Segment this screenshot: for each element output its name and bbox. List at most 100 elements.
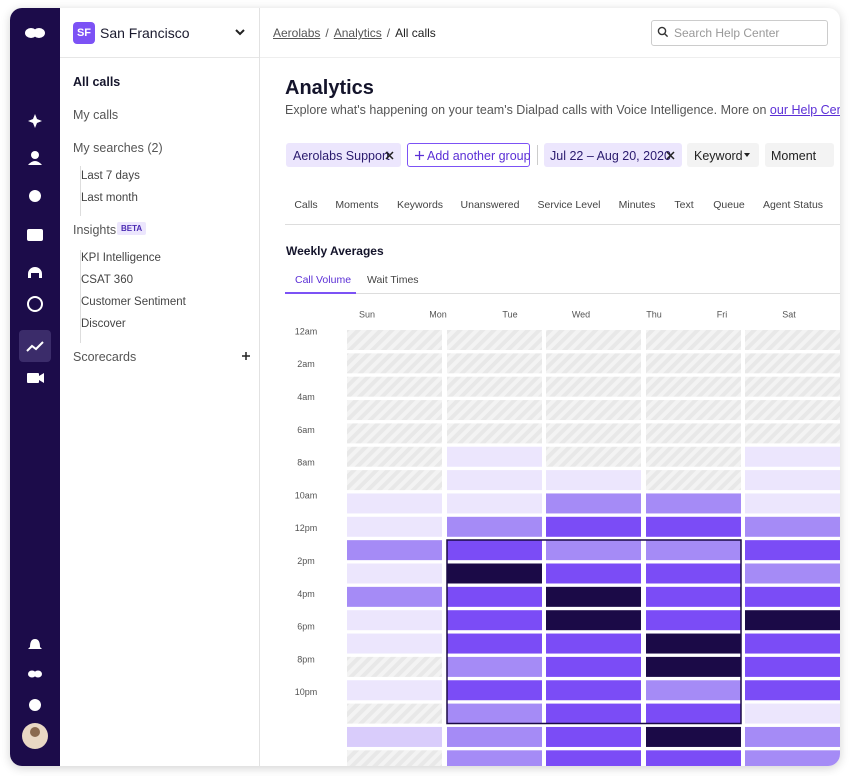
moment-dropdown[interactable]	[765, 143, 834, 167]
breadcrumb-item[interactable]: Analytics	[333, 26, 382, 40]
insights-item[interactable]: Customer Sentiment	[81, 296, 186, 308]
heat-cell	[347, 353, 442, 374]
day-label: Sun	[359, 309, 375, 319]
heat-cell	[546, 703, 641, 724]
heat-cell	[745, 446, 840, 467]
heat-cell	[745, 540, 840, 561]
breadcrumb-item[interactable]: Aerolabs	[273, 26, 321, 40]
report-tab[interactable]: Agent Status	[762, 199, 824, 211]
heat-cell	[447, 423, 542, 444]
heat-cell	[447, 610, 542, 631]
heat-cell	[546, 563, 641, 584]
heat-cell	[745, 353, 840, 374]
search-icon	[657, 26, 669, 38]
heat-cell	[347, 493, 442, 514]
heat-cell	[447, 493, 542, 514]
heat-cell	[546, 586, 641, 607]
heat-cell	[646, 400, 741, 421]
heat-cell	[646, 540, 741, 561]
subtabs-divider	[285, 293, 840, 294]
heat-cell	[745, 703, 840, 724]
heat-cell	[646, 703, 741, 724]
breadcrumb-separator: /	[325, 26, 329, 40]
searches-rule	[80, 166, 81, 216]
add-scorecard[interactable]	[241, 351, 251, 361]
heat-cell	[646, 680, 741, 701]
heat-cell	[447, 563, 542, 584]
remove-group[interactable]	[385, 151, 394, 160]
breadcrumb-separator: /	[386, 26, 391, 40]
date-chip[interactable]	[544, 143, 682, 167]
report-tab[interactable]: Keywords	[396, 199, 444, 211]
insights-item[interactable]: CSAT 360	[81, 274, 133, 286]
hour-label: 8pm	[297, 654, 315, 664]
add-group-button[interactable]	[407, 143, 530, 167]
workspace-badge: SF	[73, 22, 95, 44]
status-icon[interactable]	[28, 670, 36, 678]
heat-cell	[745, 586, 840, 607]
heat-cell	[646, 516, 741, 537]
metric-tab[interactable]: Call Volume	[295, 274, 352, 286]
nav-item[interactable]: My searches (2)	[73, 141, 163, 155]
remove-date[interactable]	[666, 151, 675, 160]
insights-label[interactable]: Insights	[73, 223, 117, 237]
video-icon[interactable]	[27, 373, 39, 383]
report-tab[interactable]: Text	[674, 199, 694, 211]
workspace-chevron[interactable]	[234, 27, 246, 37]
help-search[interactable]	[651, 20, 828, 46]
heat-cell	[745, 376, 840, 397]
heat-cell	[646, 423, 741, 444]
heat-cell	[347, 703, 442, 724]
heat-cell	[546, 633, 641, 654]
tabs-divider	[285, 224, 840, 225]
divider	[60, 57, 259, 58]
history-icon[interactable]	[27, 296, 43, 312]
report-tab[interactable]: Queue	[713, 199, 745, 211]
report-tab[interactable]: Minutes	[618, 199, 656, 211]
analytics-icon-active[interactable]	[19, 330, 51, 362]
report-tab[interactable]: Service Level	[537, 199, 601, 211]
insights-item[interactable]: Discover	[81, 318, 126, 330]
group-chip[interactable]	[286, 143, 401, 167]
nav-item[interactable]: My calls	[73, 108, 119, 122]
heat-cell	[745, 470, 840, 491]
heat-cell	[447, 586, 542, 607]
heat-cell	[347, 540, 442, 561]
heat-cell	[745, 423, 840, 444]
report-tab[interactable]: Unanswered	[460, 199, 520, 211]
heat-cell	[347, 446, 442, 467]
report-tab[interactable]: Calls	[294, 199, 318, 211]
nav-item[interactable]: All calls	[73, 75, 121, 89]
heat-cell	[646, 726, 741, 747]
scorecards[interactable]: Scorecards	[73, 350, 137, 364]
metric-tab[interactable]: Wait Times	[367, 274, 419, 286]
settings-icon[interactable]	[29, 190, 41, 202]
heat-cell	[347, 563, 442, 584]
heat-cell	[646, 330, 741, 350]
ai-icon[interactable]	[28, 114, 42, 128]
contacts-icon[interactable]	[31, 151, 39, 159]
heat-cell	[546, 376, 641, 397]
saved-search[interactable]: Last month	[81, 192, 138, 204]
heat-cell	[646, 656, 741, 677]
heat-cell	[745, 610, 840, 631]
report-tab[interactable]: Moments	[335, 199, 379, 211]
heat-cell	[745, 563, 840, 584]
search-placeholder: Search Help Center	[674, 26, 780, 40]
workspace-name[interactable]: San Francisco	[100, 25, 190, 41]
heat-cell	[546, 656, 641, 677]
insights-item[interactable]: KPI Intelligence	[81, 252, 161, 264]
saved-search[interactable]: Last 7 days	[81, 170, 140, 182]
help-icon[interactable]	[29, 699, 41, 711]
notifications-icon[interactable]	[28, 639, 42, 649]
headset-icon[interactable]	[28, 267, 42, 278]
office-icon[interactable]	[27, 229, 43, 241]
add-icon	[415, 151, 424, 160]
hour-label: 12am	[295, 326, 318, 336]
subtitle-text: Explore what's happening on your team's …	[285, 103, 767, 117]
help-link[interactable]: our Help Center	[769, 103, 840, 117]
heat-cell	[347, 656, 442, 677]
heat-cell	[646, 633, 741, 654]
day-label: Thu	[646, 309, 662, 319]
heat-cell	[546, 330, 641, 350]
